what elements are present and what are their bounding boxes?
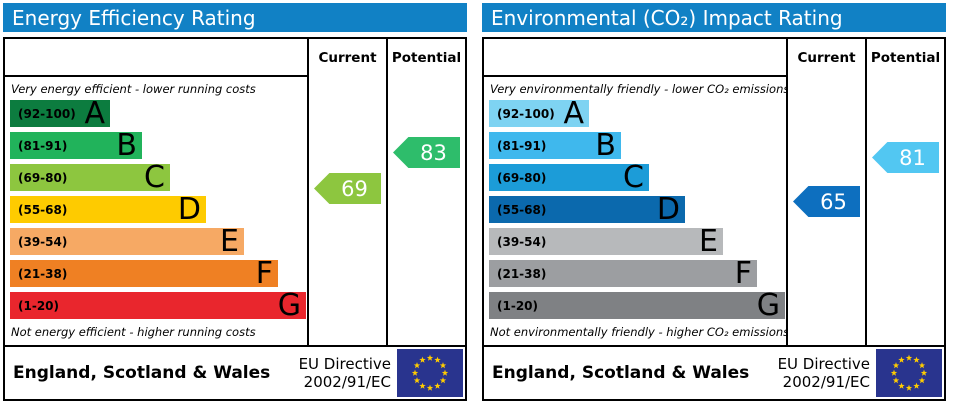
environmental-impact-panel: Environmental (CO₂) Impact Rating Curren… <box>482 3 946 401</box>
energy-current-column-header: Current <box>307 39 386 77</box>
energy-bottom-caption: Not energy efficient - higher running co… <box>11 325 256 339</box>
band-range-label: (39-54) <box>18 234 68 249</box>
environmental-band-a: (92-100) A <box>489 95 589 131</box>
eu-flag-icon <box>397 349 463 397</box>
environmental-chart-row: Very environmentally friendly - lower CO… <box>484 77 944 345</box>
energy-current-arrow: 69 <box>314 173 381 204</box>
band-letter: C <box>623 159 644 195</box>
band-letter: B <box>116 127 137 163</box>
energy-current-value: 69 <box>341 176 368 201</box>
energy-potential-column-header: Potential <box>386 39 465 77</box>
energy-chart-row: Very energy efficient - lower running co… <box>5 77 465 345</box>
energy-potential-value: 83 <box>420 140 447 165</box>
band-range-label: (1-20) <box>497 298 538 313</box>
energy-band-d: (55-68) D <box>10 191 206 227</box>
environmental-band-c: (69-80) C <box>489 159 649 195</box>
band-letter: E <box>699 223 718 259</box>
environmental-top-caption: Very environmentally friendly - lower CO… <box>490 82 786 96</box>
environmental-current-column-header: Current <box>786 39 865 77</box>
band-letter: F <box>255 255 273 291</box>
energy-potential-arrow: 83 <box>393 137 460 168</box>
region-label: England, Scotland & Wales <box>492 363 750 383</box>
band-letter: B <box>595 127 616 163</box>
band-letter: C <box>144 159 165 195</box>
environmental-current-column: 65 <box>786 77 865 345</box>
eu-directive-label: EU Directive 2002/91/EC <box>777 355 870 391</box>
environmental-potential-column: 81 <box>865 77 944 345</box>
energy-footer-row: England, Scotland & Wales EU Directive 2… <box>5 345 465 399</box>
band-range-label: (1-20) <box>18 298 59 313</box>
band-letter: G <box>277 287 301 323</box>
band-letter: A <box>84 95 105 131</box>
eu-directive-label: EU Directive 2002/91/EC <box>298 355 391 391</box>
environmental-header-row: Current Potential <box>484 39 944 77</box>
band-range-label: (55-68) <box>18 202 68 217</box>
environmental-band-b: (81-91) B <box>489 127 621 163</box>
environmental-band-chart: Very environmentally friendly - lower CO… <box>484 77 786 345</box>
band-range-label: (21-38) <box>497 266 547 281</box>
band-range-label: (92-100) <box>497 106 555 121</box>
energy-band-b: (81-91) B <box>10 127 142 163</box>
environmental-panel-title: Environmental (CO₂) Impact Rating <box>482 3 946 32</box>
energy-band-e: (39-54) E <box>10 223 244 259</box>
environmental-bottom-caption: Not environmentally friendly - higher CO… <box>490 325 786 339</box>
energy-band-a: (92-100) A <box>10 95 110 131</box>
environmental-current-value: 65 <box>820 189 847 214</box>
energy-band-c: (69-80) C <box>10 159 170 195</box>
band-letter: D <box>177 191 201 227</box>
band-range-label: (69-80) <box>497 170 547 185</box>
energy-band-chart: Very energy efficient - lower running co… <box>5 77 307 345</box>
environmental-potential-arrow: 81 <box>872 142 939 173</box>
environmental-band-e: (39-54) E <box>489 223 723 259</box>
environmental-potential-column-header: Potential <box>865 39 944 77</box>
band-range-label: (39-54) <box>497 234 547 249</box>
energy-current-column: 69 <box>307 77 386 345</box>
environmental-header-spacer <box>484 39 786 77</box>
energy-potential-column: 83 <box>386 77 465 345</box>
band-range-label: (92-100) <box>18 106 76 121</box>
energy-efficiency-panel: Energy Efficiency Rating Current Potenti… <box>3 3 467 401</box>
region-label: England, Scotland & Wales <box>13 363 271 383</box>
band-range-label: (81-91) <box>18 138 68 153</box>
energy-header-row: Current Potential <box>5 39 465 77</box>
environmental-current-arrow: 65 <box>793 186 860 217</box>
energy-bands: (92-100) A (81-91) B (69-80) C (55-68) <box>5 95 307 323</box>
environmental-rating-table: Current Potential Very environmentally f… <box>482 37 946 401</box>
band-range-label: (55-68) <box>497 202 547 217</box>
energy-band-f: (21-38) F <box>10 255 278 291</box>
band-range-label: (69-80) <box>18 170 68 185</box>
band-letter: E <box>220 223 239 259</box>
band-letter: D <box>656 191 680 227</box>
environmental-potential-value: 81 <box>899 145 926 170</box>
band-letter: A <box>563 95 584 131</box>
band-letter: F <box>734 255 752 291</box>
energy-top-caption: Very energy efficient - lower running co… <box>11 82 256 96</box>
environmental-bands: (92-100) A (81-91) B (69-80) C (55-68) <box>484 95 786 323</box>
energy-band-g: (1-20) G <box>10 287 306 323</box>
energy-rating-table: Current Potential Very energy efficient … <box>3 37 467 401</box>
eu-flag-icon <box>876 349 942 397</box>
energy-panel-title: Energy Efficiency Rating <box>3 3 467 32</box>
environmental-band-d: (55-68) D <box>489 191 685 227</box>
band-letter: G <box>756 287 780 323</box>
environmental-footer-row: England, Scotland & Wales EU Directive 2… <box>484 345 944 399</box>
energy-header-spacer <box>5 39 307 77</box>
environmental-band-f: (21-38) F <box>489 255 757 291</box>
band-range-label: (81-91) <box>497 138 547 153</box>
band-range-label: (21-38) <box>18 266 68 281</box>
environmental-band-g: (1-20) G <box>489 287 785 323</box>
